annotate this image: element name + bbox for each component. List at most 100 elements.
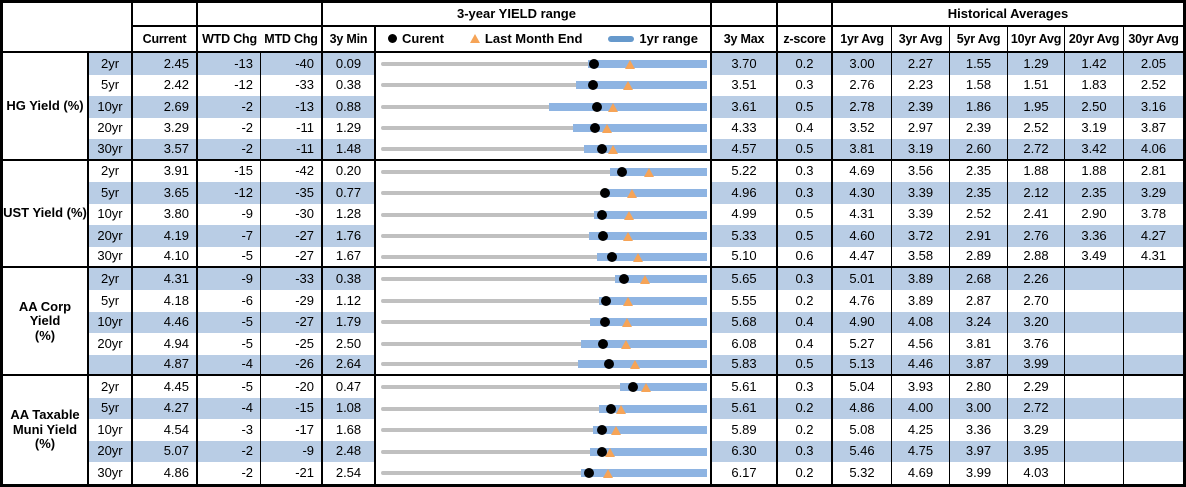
tenor-label: 10yr xyxy=(89,419,133,441)
avg-value-1yr: 4.60 xyxy=(833,225,892,247)
z-score-value: 0.6 xyxy=(778,246,833,269)
avg-value-5yr: 2.87 xyxy=(950,290,1008,312)
chart-legend: Curent Last Month End 1yr range xyxy=(376,27,712,53)
current-value: 4.18 xyxy=(133,290,198,312)
current-value: 4.19 xyxy=(133,225,198,247)
1yr-range-bar xyxy=(598,296,707,305)
group-label: AA Corp Yield (%) xyxy=(3,268,89,377)
last-month-marker xyxy=(604,447,615,457)
avg-value-20yr: 3.36 xyxy=(1065,225,1124,247)
avg-value-1yr: 5.08 xyxy=(833,419,892,441)
tenor-label: 5yr xyxy=(89,74,133,97)
group-label: HG Yield (%) xyxy=(3,53,89,161)
min-3y-value: 0.77 xyxy=(323,182,376,204)
current-marker xyxy=(597,231,608,242)
tenor-label: 20yr xyxy=(89,117,133,140)
last-month-marker xyxy=(622,232,633,242)
current-dot-icon xyxy=(388,34,398,44)
range-chart xyxy=(376,225,712,247)
max-3y-value: 5.68 xyxy=(712,311,778,334)
avg-value-3yr: 3.56 xyxy=(892,160,950,183)
avg-value-5yr: 3.99 xyxy=(950,462,1008,484)
last-month-marker xyxy=(622,296,633,306)
mtd-chg-value: -29 xyxy=(261,290,323,312)
avg-value-3yr: 3.93 xyxy=(892,376,950,398)
avg-value-20yr xyxy=(1065,376,1124,398)
3y-range-track xyxy=(381,320,707,325)
mtd-chg-value: -21 xyxy=(261,462,323,484)
range-plot xyxy=(381,376,707,398)
avg-value-30yr xyxy=(1124,311,1183,334)
last-month-marker xyxy=(644,167,655,177)
current-value: 4.46 xyxy=(133,311,198,334)
avg-value-10yr: 2.52 xyxy=(1008,117,1065,140)
last-month-marker xyxy=(623,210,634,220)
tenor-label: 10yr xyxy=(89,311,133,334)
tenor-label: 20yr xyxy=(89,225,133,247)
avg-value-1yr: 4.47 xyxy=(833,246,892,269)
range-plot xyxy=(381,462,707,484)
range-chart xyxy=(376,290,712,312)
max-3y-value: 5.55 xyxy=(712,290,778,312)
range-chart xyxy=(376,203,712,226)
max-3y-value: 4.57 xyxy=(712,139,778,161)
current-marker xyxy=(600,188,611,199)
avg-value-10yr: 2.88 xyxy=(1008,246,1065,269)
avg-value-5yr: 3.87 xyxy=(950,354,1008,377)
current-marker xyxy=(590,123,601,134)
wtd-chg-value: -2 xyxy=(198,96,261,118)
avg-value-30yr xyxy=(1124,333,1183,355)
tenor-label: 5yr xyxy=(89,290,133,312)
avg-value-30yr xyxy=(1124,419,1183,441)
last-month-marker xyxy=(610,426,621,436)
1yr-range-bar xyxy=(581,469,707,478)
wtd-chg-value: -2 xyxy=(198,440,261,463)
avg-value-10yr: 2.29 xyxy=(1008,376,1065,398)
mtd-chg-value: -11 xyxy=(261,117,323,140)
mtd-chg-value: -25 xyxy=(261,333,323,355)
range-bar-icon xyxy=(608,35,635,42)
mtd-chg-value: -42 xyxy=(261,160,323,183)
mtd-chg-value: -35 xyxy=(261,182,323,204)
mtd-chg-value: -13 xyxy=(261,96,323,118)
avg-value-3yr: 3.19 xyxy=(892,139,950,161)
1yr-range-bar xyxy=(593,210,707,219)
3y-range-track xyxy=(381,254,707,259)
wtd-chg-value: -12 xyxy=(198,182,261,204)
legend-range-label: 1yr range xyxy=(639,30,698,46)
current-value: 4.94 xyxy=(133,333,198,355)
range-plot xyxy=(381,312,707,334)
avg-value-30yr xyxy=(1124,397,1183,420)
tenor-label: 20yr xyxy=(89,333,133,355)
avg-value-10yr: 4.03 xyxy=(1008,462,1065,484)
wtd-chg-value: -9 xyxy=(198,268,261,291)
max-3y-value: 3.61 xyxy=(712,96,778,118)
max-3y-value: 4.96 xyxy=(712,182,778,204)
current-marker xyxy=(598,338,609,349)
avg-value-3yr: 4.69 xyxy=(892,462,950,484)
current-value: 2.42 xyxy=(133,74,198,97)
z-score-value: 0.5 xyxy=(778,225,833,247)
z-score-value: 0.4 xyxy=(778,333,833,355)
avg-value-30yr: 2.05 xyxy=(1124,53,1183,75)
1yr-range-bar xyxy=(583,144,707,153)
range-chart xyxy=(376,333,712,355)
mtd-chg-value: -17 xyxy=(261,419,323,441)
last-month-marker xyxy=(630,360,641,370)
avg-value-10yr: 1.29 xyxy=(1008,53,1065,75)
legend-last-month-label: Last Month End xyxy=(484,30,583,46)
max-3y-value: 5.22 xyxy=(712,160,778,183)
z-score-value: 0.3 xyxy=(778,376,833,398)
avg-value-1yr: 2.76 xyxy=(833,74,892,97)
range-chart xyxy=(376,74,712,97)
avg-value-20yr: 1.83 xyxy=(1065,74,1124,97)
3y-range-track xyxy=(381,126,707,131)
last-month-marker xyxy=(627,189,638,199)
current-marker xyxy=(628,381,639,392)
avg-value-10yr: 2.76 xyxy=(1008,225,1065,247)
corner-cell xyxy=(3,3,133,53)
avg-value-20yr: 3.42 xyxy=(1065,139,1124,161)
max-3y-value: 5.61 xyxy=(712,376,778,398)
avg-value-20yr: 1.42 xyxy=(1065,53,1124,75)
range-plot xyxy=(381,204,707,226)
